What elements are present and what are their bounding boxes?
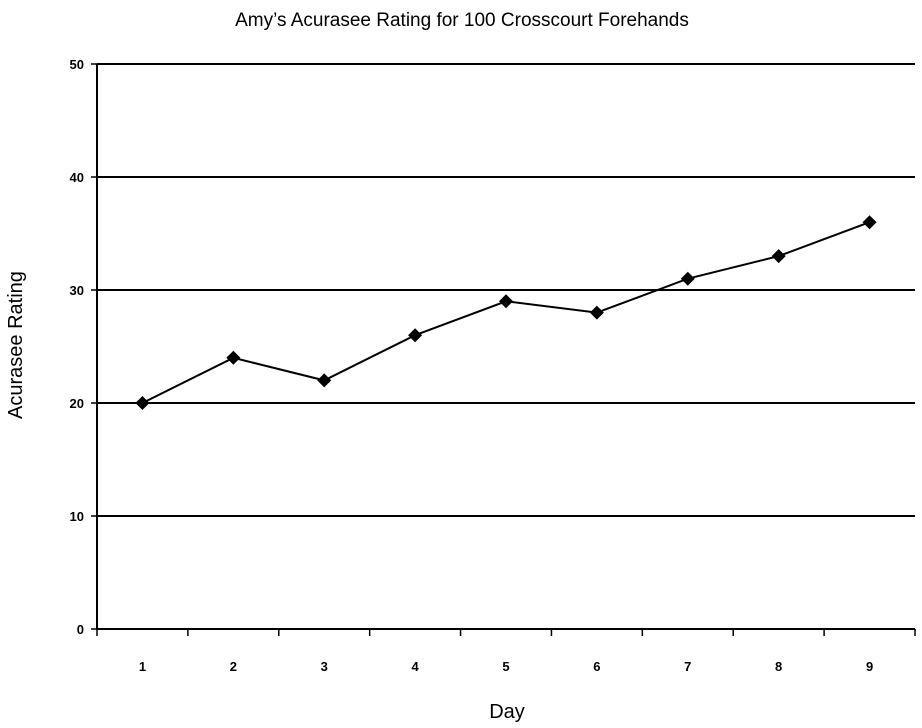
gridlines	[97, 63, 915, 517]
data-point	[771, 249, 786, 264]
data-point	[135, 396, 150, 410]
x-tick-label: 2	[230, 659, 237, 674]
x-tick-label: 9	[866, 659, 873, 674]
y-tick-label: 20	[70, 396, 84, 411]
y-tick-label: 40	[70, 170, 84, 185]
x-tick-label: 6	[593, 659, 600, 674]
x-tick-label: 8	[775, 659, 782, 674]
data-point	[226, 350, 241, 365]
x-tick-label: 4	[411, 659, 419, 674]
data-point	[589, 305, 604, 320]
data-point	[499, 294, 513, 309]
tick-labels: 0 10 20 30 40 50 1 2 3 4 5 6 7 8 9	[70, 57, 874, 674]
x-tick-label: 5	[502, 659, 509, 674]
chart-title: Amy’s Acurasee Rating for 100 Crosscourt…	[235, 10, 689, 31]
x-tick-label: 3	[321, 659, 328, 674]
y-tick-label: 30	[70, 283, 84, 298]
data-point	[680, 271, 695, 286]
data-point	[317, 373, 332, 388]
y-tick-label: 10	[70, 509, 84, 524]
x-tick-label: 1	[139, 659, 146, 674]
y-tick-label: 50	[70, 57, 84, 72]
series	[135, 215, 877, 410]
y-axis-label: Acurasee Rating	[5, 271, 27, 419]
series-line	[141, 221, 870, 404]
data-point	[862, 215, 877, 230]
x-tick-label: 7	[684, 659, 691, 674]
axes	[91, 63, 916, 636]
y-tick-label: 0	[77, 622, 84, 637]
x-axis-label: Day	[489, 701, 525, 723]
data-point	[408, 328, 423, 343]
